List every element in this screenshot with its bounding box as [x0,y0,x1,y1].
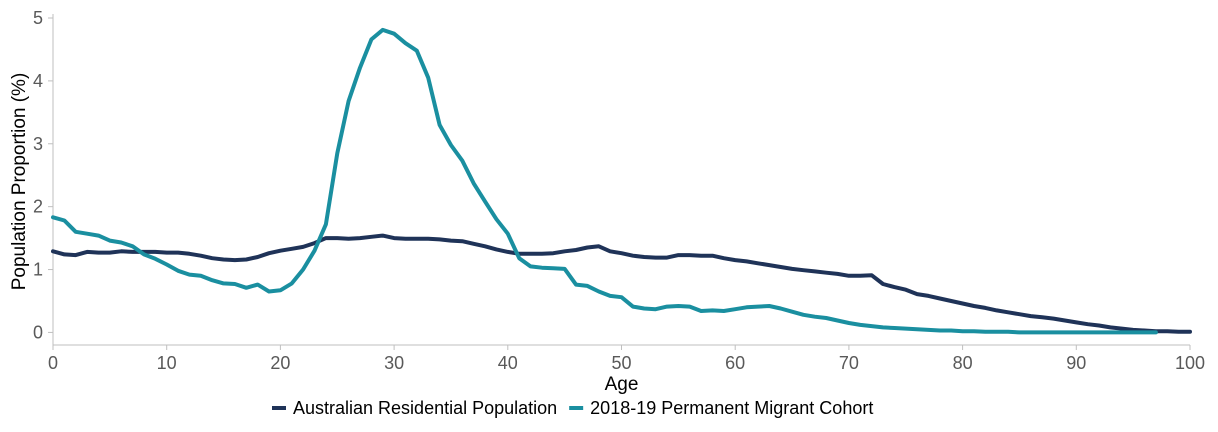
x-tick-label: 80 [953,353,973,373]
y-tick-label: 5 [33,8,43,28]
y-tick-label: 0 [33,322,43,342]
y-tick-label: 3 [33,134,43,154]
y-axis-title: Population Proportion (%) [9,73,30,291]
series-line-1 [51,27,1158,335]
chart-axes: 0 10 20 30 40 50 60 70 80 90 100 0 1 2 3 4 5 [33,8,1205,373]
x-tick-label: 30 [384,353,404,373]
x-tick-label: 90 [1066,353,1086,373]
x-tick-label: 70 [839,353,859,373]
series-line-0 [51,233,1192,334]
y-tick-label: 4 [33,71,43,91]
x-tick-label: 60 [725,353,745,373]
x-tick-label: 10 [157,353,177,373]
x-axis-title: Age [605,374,639,395]
x-tick-label: 0 [48,353,58,373]
legend-label-1: 2018-19 Permanent Migrant Cohort [590,398,873,418]
chart-series [51,27,1192,335]
chart-legend: Australian Residential Population 2018-19… [272,398,873,418]
y-tick-label: 1 [33,260,43,280]
x-tick-label: 20 [270,353,290,373]
x-tick-label: 40 [498,353,518,373]
x-tick-label: 50 [611,353,631,373]
y-tick-label: 2 [33,197,43,217]
x-tick-label: 100 [1175,353,1205,373]
legend-label-0: Australian Residential Population [293,398,557,418]
